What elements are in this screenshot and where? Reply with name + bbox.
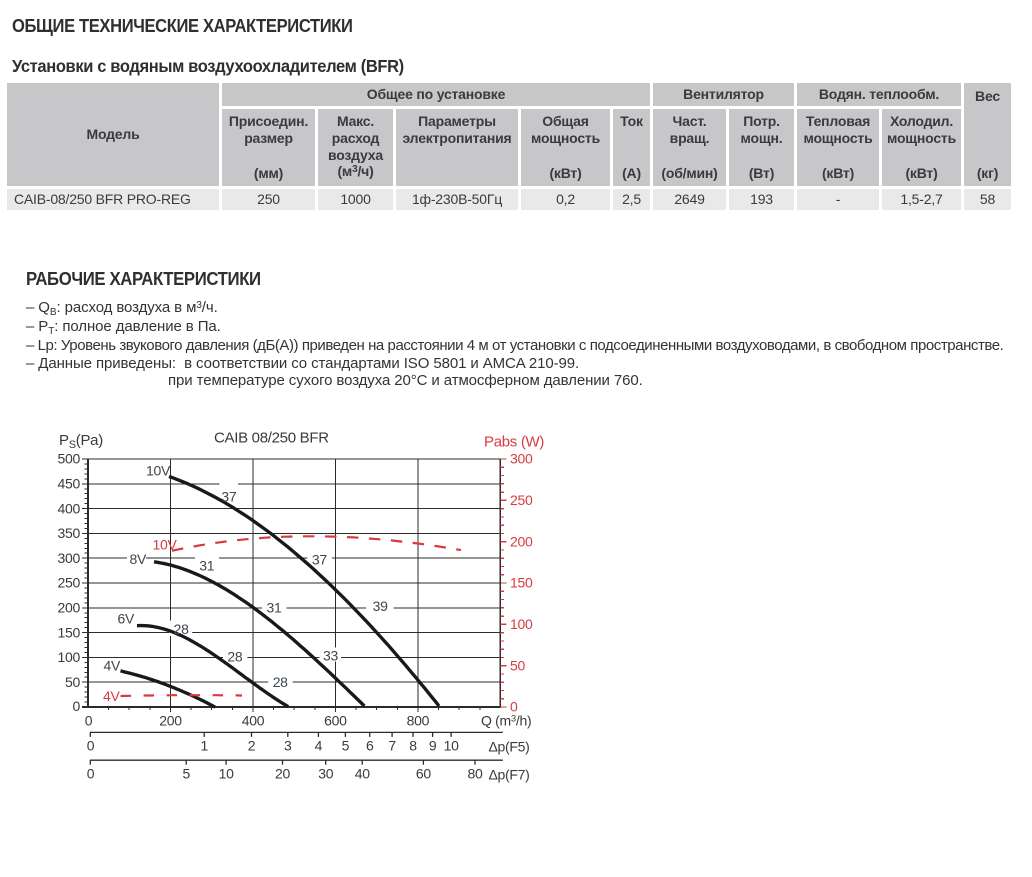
svg-text:100: 100 [58,649,81,665]
svg-text:400: 400 [58,500,81,516]
svg-text:Δp(F5): Δp(F5) [489,739,530,755]
svg-text:3: 3 [284,738,292,754]
svg-text:Δp(F7): Δp(F7) [489,766,530,782]
svg-text:5: 5 [182,765,190,781]
svg-text:450: 450 [58,476,81,492]
svg-text:1: 1 [200,738,208,754]
svg-text:60: 60 [416,765,431,781]
svg-text:31: 31 [267,600,282,616]
svg-text:0: 0 [85,713,93,729]
svg-text:0: 0 [87,765,95,781]
svg-text:50: 50 [65,674,80,690]
svg-text:250: 250 [510,492,533,508]
svg-text:300: 300 [510,451,533,467]
svg-text:30: 30 [318,765,333,781]
svg-text:9: 9 [429,738,437,754]
svg-text:100: 100 [510,616,533,632]
svg-text:28: 28 [174,621,189,637]
svg-text:200: 200 [510,533,533,549]
svg-text:150: 150 [58,624,81,640]
svg-text:10: 10 [444,738,459,754]
svg-text:8V: 8V [130,551,147,567]
svg-text:5: 5 [342,738,350,754]
svg-text:10: 10 [219,765,234,781]
svg-text:150: 150 [510,575,533,591]
svg-text:2: 2 [248,738,256,754]
svg-text:80: 80 [468,765,483,781]
svg-text:0: 0 [73,698,81,714]
svg-text:350: 350 [58,525,81,541]
svg-text:20: 20 [275,765,290,781]
svg-text:0: 0 [510,699,518,715]
svg-text:28: 28 [273,674,288,690]
svg-text:4: 4 [315,738,323,754]
svg-text:7: 7 [388,738,396,754]
svg-text:400: 400 [242,713,265,729]
svg-text:CAIB 08/250 BFR: CAIB 08/250 BFR [214,430,329,447]
svg-text:200: 200 [159,713,182,729]
svg-text:8: 8 [409,738,417,754]
svg-text:200: 200 [58,600,81,616]
svg-text:28: 28 [227,649,242,665]
svg-text:800: 800 [407,713,430,729]
svg-text:6: 6 [366,738,374,754]
svg-text:50: 50 [510,657,525,673]
svg-text:39: 39 [373,598,388,614]
svg-text:37: 37 [312,552,327,568]
svg-text:500: 500 [58,451,81,467]
svg-text:40: 40 [355,765,370,781]
svg-text:31: 31 [199,558,214,574]
svg-text:Q (m3/h): Q (m3/h) [481,713,531,729]
svg-text:250: 250 [58,575,81,591]
svg-text:4V: 4V [103,688,120,704]
svg-text:600: 600 [324,713,347,729]
svg-text:4V: 4V [104,658,121,674]
svg-text:10V: 10V [153,537,178,553]
svg-text:33: 33 [323,647,338,663]
svg-text:300: 300 [58,550,81,566]
svg-text:Pabs (W): Pabs (W) [484,434,544,451]
svg-text:10V: 10V [146,463,171,479]
svg-text:0: 0 [87,738,95,754]
svg-text:6V: 6V [118,611,135,627]
svg-text:PS(Pa): PS(Pa) [59,432,103,451]
svg-text:37: 37 [221,488,236,504]
